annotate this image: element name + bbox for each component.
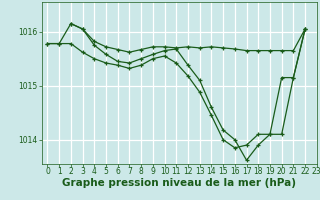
X-axis label: Graphe pression niveau de la mer (hPa): Graphe pression niveau de la mer (hPa) xyxy=(62,178,296,188)
